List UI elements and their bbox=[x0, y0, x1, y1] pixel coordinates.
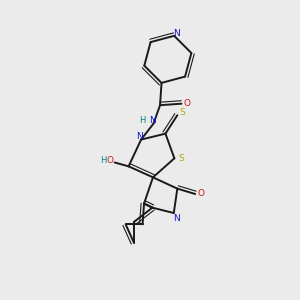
Text: H: H bbox=[139, 116, 145, 125]
Text: N: N bbox=[173, 29, 180, 38]
Text: N: N bbox=[136, 131, 143, 140]
Text: N: N bbox=[149, 116, 156, 125]
Text: S: S bbox=[180, 108, 186, 117]
Text: O: O bbox=[184, 99, 191, 108]
Text: O: O bbox=[198, 190, 205, 199]
Text: O: O bbox=[107, 157, 114, 166]
Text: N: N bbox=[173, 214, 180, 223]
Text: S: S bbox=[178, 154, 184, 163]
Text: H: H bbox=[100, 157, 106, 166]
